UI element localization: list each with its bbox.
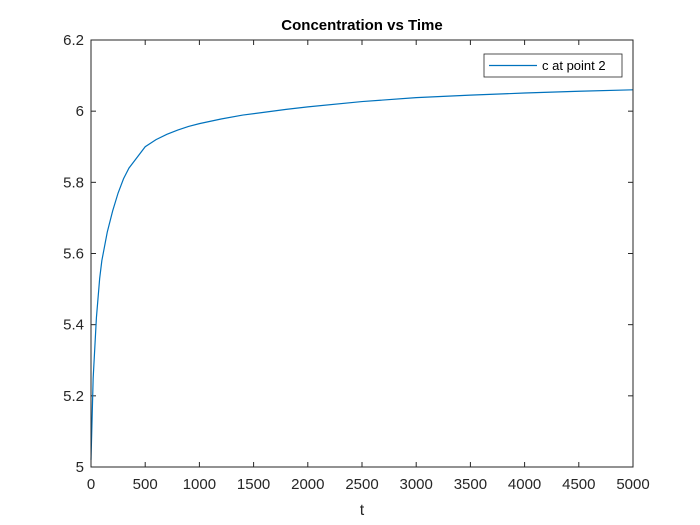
x-tick-label: 2500 — [345, 476, 378, 493]
axis-ticks: 0 500 1000 1500 2000 2500 3000 3500 4000 4500 5000… — [63, 32, 650, 493]
y-tick-label: 5.6 — [63, 246, 84, 263]
series-line-c-at-point-2 — [90, 89, 634, 460]
y-tick-label: 6.2 — [63, 32, 84, 49]
x-axis-label: t — [360, 502, 365, 519]
x-tick-label: 3500 — [454, 476, 487, 493]
y-tick-label: 6 — [76, 103, 84, 120]
chart-title: Concentration vs Time — [281, 17, 442, 34]
x-tick-label: 5000 — [616, 476, 649, 493]
legend-box — [483, 53, 623, 78]
x-tick-label: 2000 — [291, 476, 324, 493]
x-tick-label: 3000 — [400, 476, 433, 493]
legend-label: c at point 2 — [542, 58, 606, 73]
x-tick-label: 0 — [87, 476, 95, 493]
plot-area — [91, 40, 633, 467]
y-tick-label: 5.4 — [63, 317, 84, 334]
x-tick-label: 4500 — [562, 476, 595, 493]
x-tick-label: 500 — [133, 476, 158, 493]
legend: c at point 2 — [483, 53, 623, 78]
x-tick-label: 4000 — [508, 476, 541, 493]
x-tick-label: 1000 — [183, 476, 216, 493]
axes-box — [90, 39, 634, 468]
x-tick-label: 1500 — [237, 476, 270, 493]
y-tick-label: 5.8 — [63, 174, 84, 191]
y-tick-label: 5 — [76, 459, 84, 476]
y-tick-label: 5.2 — [63, 388, 84, 405]
